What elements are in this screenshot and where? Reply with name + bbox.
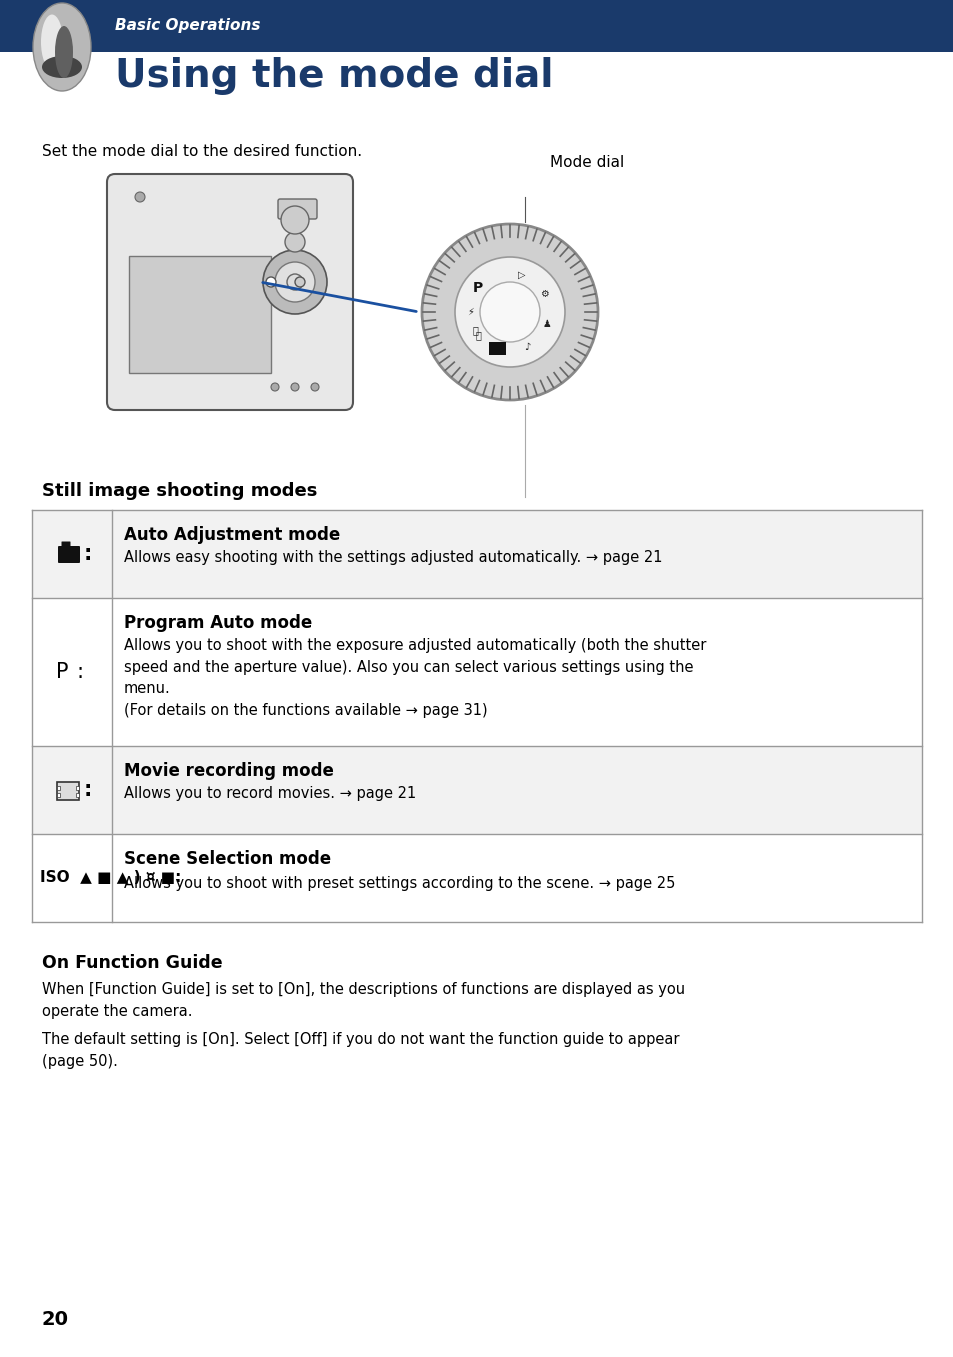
FancyBboxPatch shape bbox=[32, 746, 921, 835]
Circle shape bbox=[263, 250, 327, 313]
Circle shape bbox=[135, 191, 145, 202]
Circle shape bbox=[421, 224, 598, 400]
Text: Movie recording mode: Movie recording mode bbox=[124, 763, 334, 780]
Circle shape bbox=[281, 206, 309, 233]
FancyBboxPatch shape bbox=[0, 52, 953, 104]
Text: P: P bbox=[55, 662, 69, 683]
Circle shape bbox=[271, 383, 278, 391]
Ellipse shape bbox=[33, 3, 91, 91]
FancyBboxPatch shape bbox=[58, 546, 80, 563]
Ellipse shape bbox=[55, 26, 73, 77]
Text: ⚙: ⚙ bbox=[539, 289, 549, 300]
Text: Allows easy shooting with the settings adjusted automatically. → page 21: Allows easy shooting with the settings a… bbox=[124, 550, 661, 565]
FancyBboxPatch shape bbox=[76, 792, 79, 797]
FancyBboxPatch shape bbox=[32, 835, 921, 921]
Circle shape bbox=[455, 256, 564, 366]
Text: Set the mode dial to the desired function.: Set the mode dial to the desired functio… bbox=[42, 144, 362, 159]
Text: Auto Adjustment mode: Auto Adjustment mode bbox=[124, 527, 340, 544]
Ellipse shape bbox=[41, 15, 63, 69]
Text: ▷: ▷ bbox=[517, 270, 525, 280]
FancyBboxPatch shape bbox=[57, 792, 60, 797]
Text: ⚡: ⚡ bbox=[467, 307, 474, 318]
Text: :: : bbox=[84, 780, 92, 801]
FancyBboxPatch shape bbox=[107, 174, 353, 410]
FancyBboxPatch shape bbox=[57, 782, 79, 801]
Text: 🎭: 🎭 bbox=[472, 324, 477, 335]
Text: Program Auto mode: Program Auto mode bbox=[124, 613, 312, 632]
Text: Scene Selection mode: Scene Selection mode bbox=[124, 849, 331, 868]
Text: Mode dial: Mode dial bbox=[550, 155, 623, 170]
Ellipse shape bbox=[42, 56, 82, 77]
Text: ISO  ▲ ■ ▲ ) ¤ ■:: ISO ▲ ■ ▲ ) ¤ ■: bbox=[40, 870, 181, 886]
Text: 🌙: 🌙 bbox=[475, 330, 481, 339]
Text: Allows you to shoot with the exposure adjusted automatically (both the shutter
s: Allows you to shoot with the exposure ad… bbox=[124, 638, 705, 718]
Circle shape bbox=[479, 282, 539, 342]
FancyBboxPatch shape bbox=[57, 786, 60, 790]
Text: When [Function Guide] is set to [On], the descriptions of functions are displaye: When [Function Guide] is set to [On], th… bbox=[42, 982, 684, 1019]
Text: 20: 20 bbox=[42, 1310, 69, 1329]
FancyBboxPatch shape bbox=[32, 510, 921, 598]
Text: ♟: ♟ bbox=[542, 319, 551, 328]
Text: Basic Operations: Basic Operations bbox=[115, 18, 260, 33]
FancyBboxPatch shape bbox=[129, 256, 271, 373]
FancyBboxPatch shape bbox=[61, 541, 71, 547]
Circle shape bbox=[266, 277, 275, 286]
Circle shape bbox=[274, 262, 314, 303]
Circle shape bbox=[285, 232, 305, 252]
Text: Allows you to record movies. → page 21: Allows you to record movies. → page 21 bbox=[124, 786, 416, 801]
Text: ♪: ♪ bbox=[524, 342, 530, 351]
Text: On Function Guide: On Function Guide bbox=[42, 954, 222, 972]
Text: Using the mode dial: Using the mode dial bbox=[115, 57, 553, 95]
FancyBboxPatch shape bbox=[0, 0, 953, 52]
FancyBboxPatch shape bbox=[32, 598, 921, 746]
Text: Allows you to shoot with preset settings according to the scene. → page 25: Allows you to shoot with preset settings… bbox=[124, 877, 675, 892]
FancyBboxPatch shape bbox=[277, 199, 316, 218]
FancyBboxPatch shape bbox=[489, 342, 506, 354]
Circle shape bbox=[287, 274, 303, 290]
Text: The default setting is [On]. Select [Off] if you do not want the function guide : The default setting is [On]. Select [Off… bbox=[42, 1033, 679, 1068]
Circle shape bbox=[291, 383, 298, 391]
Text: Still image shooting modes: Still image shooting modes bbox=[42, 482, 317, 499]
Text: P: P bbox=[472, 281, 482, 296]
Text: :: : bbox=[84, 544, 92, 565]
Circle shape bbox=[311, 383, 318, 391]
Circle shape bbox=[294, 277, 305, 286]
FancyBboxPatch shape bbox=[76, 786, 79, 790]
Text: :: : bbox=[77, 662, 84, 683]
